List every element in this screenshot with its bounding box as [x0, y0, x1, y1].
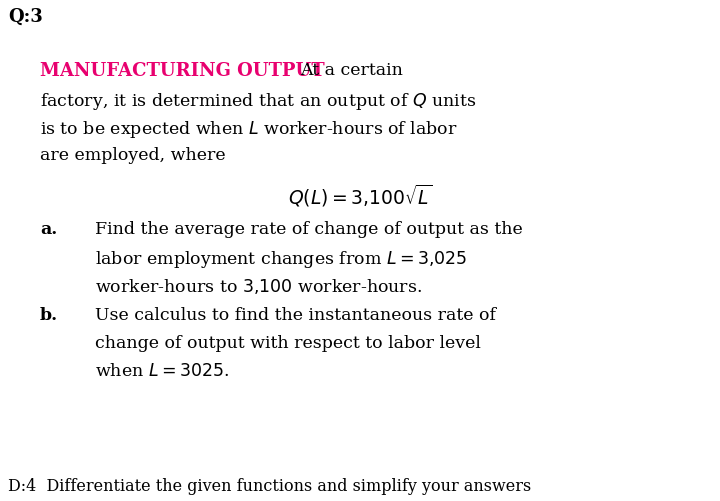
Text: $Q(L) = 3{,}100\sqrt{L}$: $Q(L) = 3{,}100\sqrt{L}$ [288, 183, 432, 209]
Text: is to be expected when $L$ worker-hours of labor: is to be expected when $L$ worker-hours … [40, 119, 458, 140]
Text: factory, it is determined that an output of $Q$ units: factory, it is determined that an output… [40, 91, 477, 112]
Text: Q:3: Q:3 [8, 8, 42, 26]
Text: Use calculus to find the instantaneous rate of: Use calculus to find the instantaneous r… [95, 307, 496, 324]
Text: MANUFACTURING OUTPUT: MANUFACTURING OUTPUT [40, 62, 325, 80]
Text: worker-hours to $3{,}100$ worker-hours.: worker-hours to $3{,}100$ worker-hours. [95, 277, 422, 296]
Text: are employed, where: are employed, where [40, 147, 225, 164]
Text: change of output with respect to labor level: change of output with respect to labor l… [95, 335, 481, 352]
Text: a.: a. [40, 221, 58, 238]
Text: Find the average rate of change of output as the: Find the average rate of change of outpu… [95, 221, 523, 238]
Text: At a certain: At a certain [300, 62, 403, 79]
Text: labor employment changes from $L = 3{,}025$: labor employment changes from $L = 3{,}0… [95, 249, 467, 270]
Text: when $L = 3025$.: when $L = 3025$. [95, 363, 229, 380]
Text: b.: b. [40, 307, 58, 324]
Text: D:4  Differentiate the given functions and simplify your answers: D:4 Differentiate the given functions an… [8, 478, 531, 495]
